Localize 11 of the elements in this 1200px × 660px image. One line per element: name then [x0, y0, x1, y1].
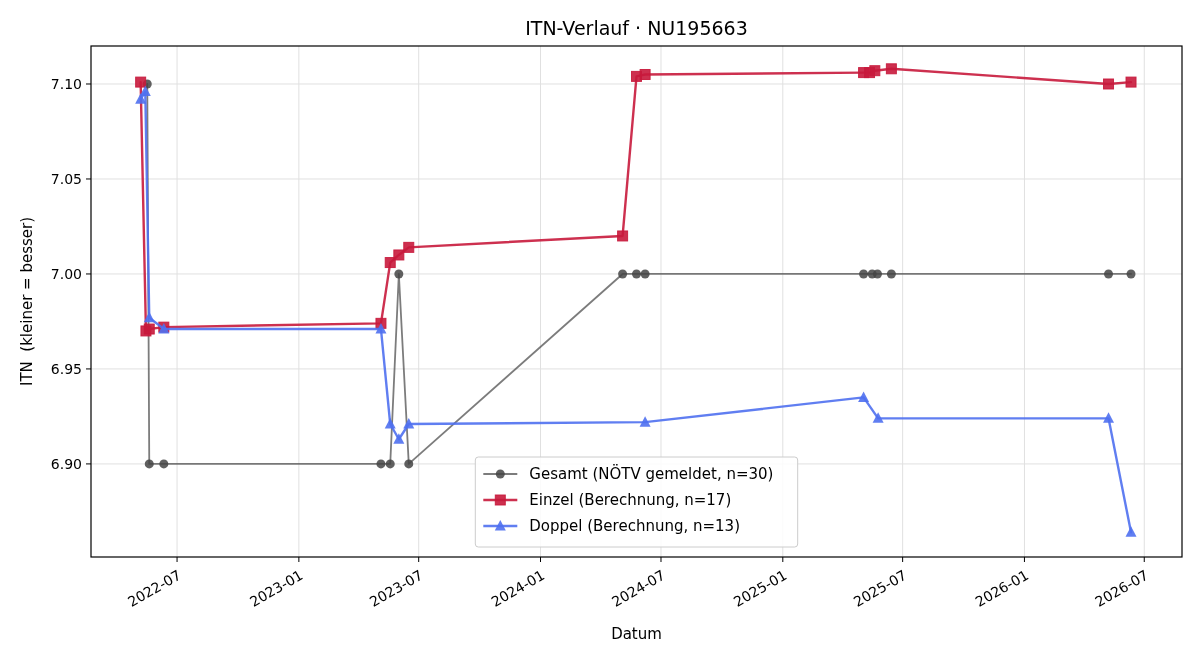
y-tick-label: 7.00 — [50, 265, 82, 282]
y-tick-label: 6.95 — [50, 360, 82, 377]
y-tick-label: 7.05 — [50, 170, 82, 187]
legend-label: Gesamt (NÖTV gemeldet, n=30) — [529, 464, 774, 483]
y-tick-label: 7.10 — [50, 75, 82, 92]
y-tick-label: 6.90 — [50, 455, 82, 472]
legend-label: Doppel (Berechnung, n=13) — [529, 517, 741, 535]
y-axis-title: ITN (kleiner = besser) — [18, 216, 36, 387]
x-axis-title: Datum — [611, 625, 662, 643]
chart-title: ITN-Verlauf · NU195663 — [525, 17, 748, 39]
legend-label: Einzel (Berechnung, n=17) — [529, 491, 732, 509]
